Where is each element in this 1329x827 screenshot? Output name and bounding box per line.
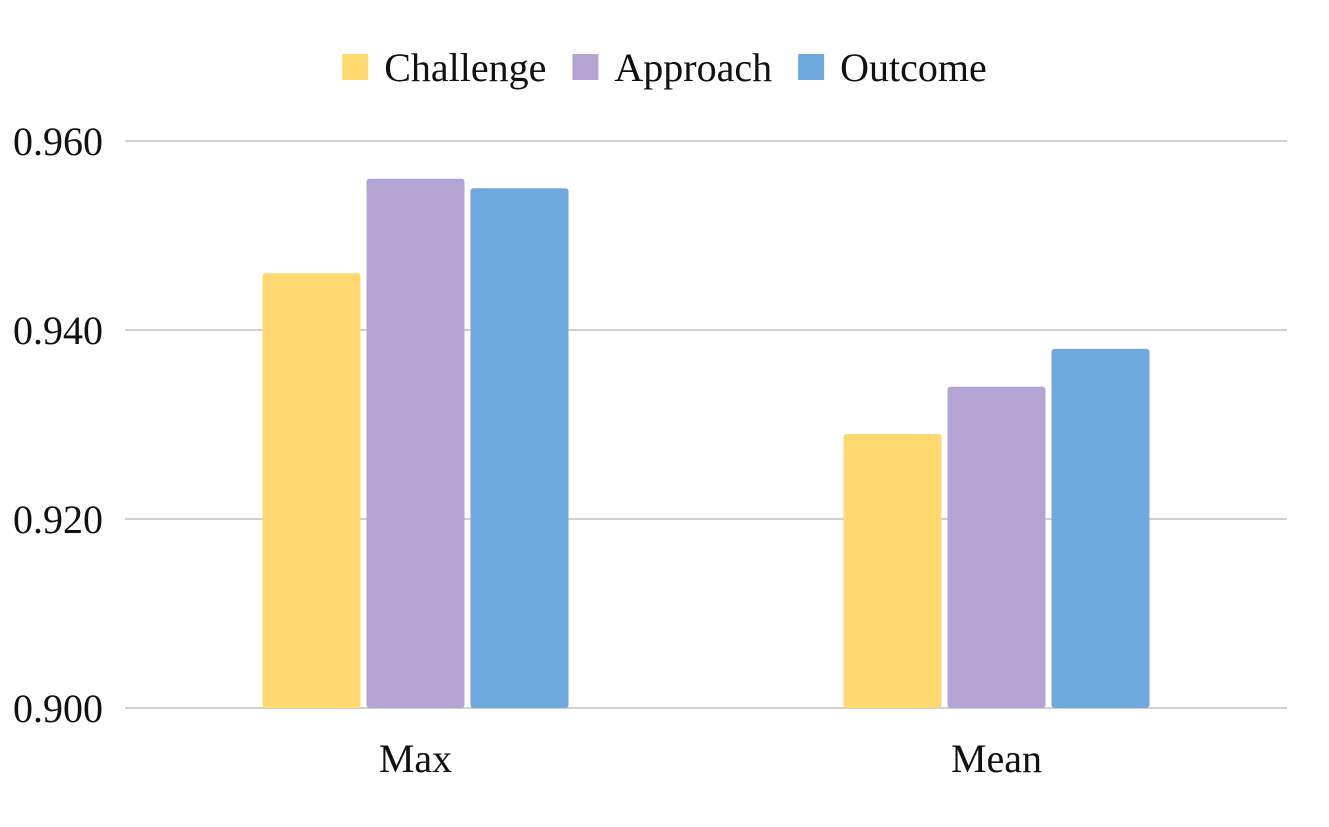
x-category-label: Mean bbox=[951, 736, 1042, 781]
x-category-label: Max bbox=[379, 736, 452, 781]
x-axis-category-labels: Max Mean bbox=[379, 736, 1042, 781]
legend-swatch bbox=[798, 54, 825, 80]
legend-label: Challenge bbox=[384, 45, 546, 90]
legend-item-challenge: Challenge bbox=[342, 45, 546, 90]
legend-item-outcome: Outcome bbox=[798, 45, 987, 90]
y-tick-label: 0.960 bbox=[13, 119, 103, 164]
y-axis-tick-labels: 0.900 0.920 0.940 0.960 bbox=[13, 119, 103, 731]
y-tick-label: 0.920 bbox=[13, 497, 103, 542]
bar-approach-mean bbox=[947, 386, 1046, 708]
legend: Challenge Approach Outcome bbox=[342, 45, 987, 90]
bar-approach-max bbox=[366, 178, 465, 709]
bar-outcome-max bbox=[470, 188, 569, 708]
y-tick-label: 0.900 bbox=[13, 686, 103, 731]
legend-label: Approach bbox=[614, 45, 772, 90]
bars bbox=[262, 178, 1150, 709]
bar-challenge-mean bbox=[843, 433, 942, 708]
legend-swatch bbox=[572, 54, 599, 80]
legend-label: Outcome bbox=[840, 45, 987, 90]
bar-challenge-max bbox=[262, 273, 361, 708]
bar-outcome-mean bbox=[1051, 348, 1150, 708]
y-tick-label: 0.940 bbox=[13, 308, 103, 353]
legend-item-approach: Approach bbox=[572, 45, 772, 90]
legend-swatch bbox=[342, 54, 369, 80]
